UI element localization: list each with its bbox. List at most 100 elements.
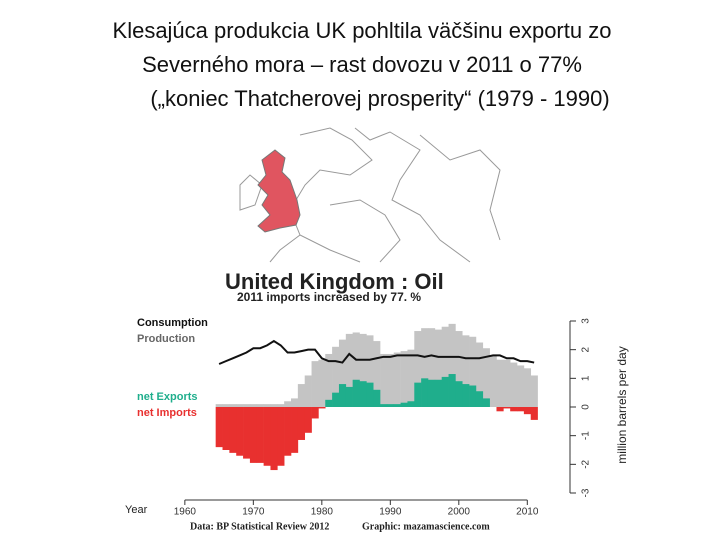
x-tick-label: 2000 <box>448 507 471 518</box>
bar <box>318 407 326 409</box>
bar <box>338 384 347 407</box>
bar <box>236 407 244 456</box>
bar <box>517 365 525 407</box>
bar <box>469 385 477 407</box>
bar <box>229 404 237 407</box>
bar <box>352 332 360 407</box>
bar <box>277 404 285 407</box>
bar <box>489 355 497 407</box>
y-tick-label: -2 <box>581 459 592 468</box>
source: Data: BP Statistical Review 2012 <box>190 521 329 532</box>
bar <box>215 404 223 407</box>
bar <box>393 352 401 407</box>
bar <box>297 407 306 440</box>
bar <box>462 384 470 407</box>
bar <box>469 336 477 407</box>
slide-title: Severného mora – rast dovozu v 2011 o 77… <box>142 52 582 77</box>
bar <box>249 407 258 463</box>
bar <box>311 361 319 407</box>
y-axis-label: million barrels per day <box>615 346 629 463</box>
bar <box>249 404 258 407</box>
bar <box>517 407 525 412</box>
y-tick-label: 0 <box>581 404 592 410</box>
chart-title: United Kingdom : Oil <box>225 269 444 294</box>
x-tick-label: 1960 <box>174 507 197 518</box>
bar <box>270 407 278 471</box>
bar <box>359 333 367 407</box>
bar <box>256 404 264 407</box>
bar <box>496 359 504 407</box>
bar <box>427 379 436 407</box>
bar <box>352 379 360 407</box>
bar <box>222 404 230 407</box>
legend-label: Consumption <box>137 317 208 329</box>
bar <box>393 404 401 407</box>
x-tick-label: 2010 <box>516 507 539 518</box>
x-tick-label: 1980 <box>311 507 334 518</box>
bar <box>441 326 449 407</box>
bar <box>421 378 429 407</box>
bar <box>291 407 299 453</box>
bar <box>510 362 518 407</box>
line <box>218 339 535 365</box>
bar <box>243 404 251 407</box>
bar <box>304 407 312 433</box>
bar <box>304 375 312 407</box>
bar <box>475 342 484 407</box>
bar <box>386 404 395 407</box>
legend-label: net Imports <box>137 407 197 419</box>
bar <box>441 376 449 407</box>
bar <box>380 404 388 407</box>
bar <box>338 339 347 407</box>
bar <box>523 368 532 407</box>
bar <box>215 407 223 448</box>
bar <box>421 328 429 407</box>
chart-subtitle: 2011 imports increased by 77. % <box>237 290 421 304</box>
bar <box>496 407 504 412</box>
credit: Graphic: mazamascience.com <box>362 521 490 532</box>
bar <box>455 381 463 407</box>
bar <box>482 398 490 407</box>
bar <box>311 407 319 419</box>
bar <box>523 407 532 415</box>
bar <box>503 407 511 409</box>
y-tick-label: -1 <box>581 431 592 440</box>
bar <box>222 407 230 450</box>
legend-label: net Exports <box>137 391 198 403</box>
bar <box>400 351 408 407</box>
bar <box>407 349 415 407</box>
bar <box>359 381 367 407</box>
bar <box>448 374 456 407</box>
bar <box>366 335 374 407</box>
bar <box>284 407 292 456</box>
bar <box>414 382 422 407</box>
bar <box>366 382 374 407</box>
bar <box>236 404 244 407</box>
legend-label: Production <box>137 333 195 345</box>
x-tick-label: 1990 <box>379 507 402 518</box>
bar <box>345 333 353 407</box>
bar <box>243 407 251 459</box>
x-axis-label: Year <box>125 504 148 516</box>
bar <box>332 346 340 407</box>
bar <box>455 331 463 407</box>
slide-title: Klesajúca produkcia UK pohltila väčšinu … <box>113 18 612 43</box>
bar <box>448 323 456 407</box>
y-tick-label: 1 <box>581 375 592 381</box>
bar <box>277 407 285 466</box>
map <box>239 127 501 263</box>
bar <box>373 389 381 407</box>
bar <box>297 384 306 407</box>
bar <box>325 399 333 407</box>
bar <box>284 401 292 407</box>
bar <box>462 335 470 407</box>
bar <box>263 407 271 466</box>
bar <box>256 407 264 463</box>
bar <box>434 329 442 407</box>
bar <box>475 391 484 407</box>
bar <box>325 353 333 407</box>
bar <box>407 401 415 407</box>
bar <box>400 402 408 407</box>
x-tick-label: 1970 <box>242 507 265 518</box>
